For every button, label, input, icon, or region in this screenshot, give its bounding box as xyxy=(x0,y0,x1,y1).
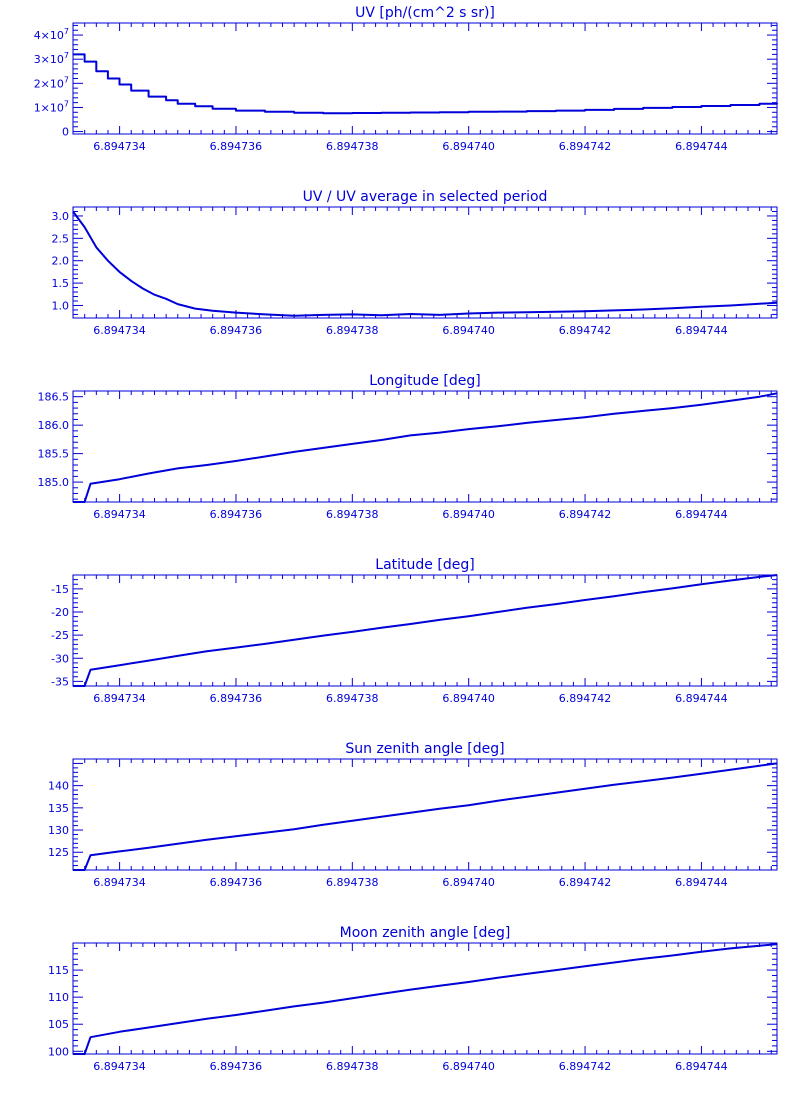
panel-title: Latitude [deg] xyxy=(375,557,474,573)
x-tick-label: 6.894738 xyxy=(326,692,379,705)
y-tick-label: 140 xyxy=(48,780,69,793)
y-tick-label: 3×107 xyxy=(34,51,69,66)
y-tick-label: -30 xyxy=(51,652,69,665)
plot-frame xyxy=(72,758,778,871)
plot-frame xyxy=(72,390,778,503)
x-tick-label: 6.894734 xyxy=(93,876,146,889)
panel-title: Sun zenith angle [deg] xyxy=(345,741,504,757)
series-line xyxy=(73,943,778,1055)
y-tick-label: 1.0 xyxy=(52,299,70,312)
y-tick-label: 100 xyxy=(48,1045,69,1058)
y-tick-label: 2.0 xyxy=(52,255,70,268)
y-tick-label: 4×107 xyxy=(34,27,69,42)
y-tick-label: -20 xyxy=(51,606,69,619)
y-tick-label: 185.5 xyxy=(38,448,70,461)
series-line xyxy=(73,392,778,503)
y-tick-label: 3.0 xyxy=(52,210,70,223)
x-tick-label: 6.894736 xyxy=(210,692,263,705)
y-tick-label: 1×107 xyxy=(34,99,69,114)
x-tick-label: 6.894736 xyxy=(210,508,263,521)
series-line xyxy=(73,762,778,871)
panel-4: Latitude [deg] 6.894734 6.894736 6.894738 6.… xyxy=(51,557,778,705)
x-tick-label: 6.894738 xyxy=(326,1060,379,1073)
x-tick-label: 6.894738 xyxy=(326,324,379,337)
x-tick-label: 6.894738 xyxy=(326,508,379,521)
panel-title: Moon zenith angle [deg] xyxy=(340,925,511,941)
x-tick-label: 6.894742 xyxy=(559,508,612,521)
x-tick-label: 6.894744 xyxy=(675,876,728,889)
x-tick-label: 6.894742 xyxy=(559,324,612,337)
x-tick-label: 6.894740 xyxy=(442,692,495,705)
panel-1: UV [ph/(cm^2 s sr)] 6.894734 6.894736 6.894… xyxy=(34,5,778,153)
panel-title: UV [ph/(cm^2 s sr)] xyxy=(355,5,495,21)
y-tick-label: -15 xyxy=(51,583,69,596)
y-tick-label: 1.5 xyxy=(52,277,70,290)
y-tick-label: 186.5 xyxy=(38,391,70,404)
y-tick-label: 0 xyxy=(62,126,69,139)
panel-6: Moon zenith angle [deg] 6.894734 6.894736 6… xyxy=(48,925,778,1073)
x-tick-label: 6.894738 xyxy=(326,140,379,153)
series-line xyxy=(73,574,778,687)
x-tick-label: 6.894744 xyxy=(675,508,728,521)
y-tick-label: 125 xyxy=(48,846,69,859)
y-tick-label: 105 xyxy=(48,1018,69,1031)
x-tick-label: 6.894734 xyxy=(93,324,146,337)
x-tick-label: 6.894740 xyxy=(442,140,495,153)
y-tick-label: 2×107 xyxy=(34,75,69,90)
y-tick-label: 115 xyxy=(48,964,69,977)
x-tick-label: 6.894736 xyxy=(210,876,263,889)
plot-frame xyxy=(72,206,778,319)
x-tick-label: 6.894736 xyxy=(210,1060,263,1073)
series-line xyxy=(72,210,778,317)
y-tick-label: -25 xyxy=(51,629,69,642)
panel-title: Longitude [deg] xyxy=(369,373,480,389)
plot-frame xyxy=(72,574,778,687)
y-tick-label: 2.5 xyxy=(52,232,70,245)
series-line xyxy=(73,53,778,115)
x-tick-label: 6.894738 xyxy=(326,876,379,889)
panel-5: Sun zenith angle [deg] 6.894734 6.894736 6.… xyxy=(48,741,778,889)
x-tick-label: 6.894742 xyxy=(559,692,612,705)
x-tick-label: 6.894744 xyxy=(675,324,728,337)
x-tick-label: 6.894744 xyxy=(675,692,728,705)
x-tick-label: 6.894734 xyxy=(93,508,146,521)
x-tick-label: 6.894742 xyxy=(559,1060,612,1073)
plot-frame xyxy=(72,22,778,135)
y-tick-label: 186.0 xyxy=(38,419,70,432)
x-tick-label: 6.894740 xyxy=(442,876,495,889)
x-tick-label: 6.894736 xyxy=(210,140,263,153)
panel-3: Longitude [deg] 6.894734 6.894736 6.894738 6… xyxy=(38,373,778,521)
y-tick-label: 110 xyxy=(48,991,69,1004)
y-tick-label: 185.0 xyxy=(38,476,70,489)
y-tick-label: 130 xyxy=(48,824,69,837)
x-tick-label: 6.894740 xyxy=(442,508,495,521)
y-tick-label: 135 xyxy=(48,802,69,815)
x-tick-label: 6.894744 xyxy=(675,140,728,153)
y-tick-label: -35 xyxy=(51,675,69,688)
x-tick-label: 6.894742 xyxy=(559,876,612,889)
x-tick-label: 6.894740 xyxy=(442,324,495,337)
x-tick-label: 6.894734 xyxy=(93,140,146,153)
x-tick-label: 6.894736 xyxy=(210,324,263,337)
x-tick-label: 6.894744 xyxy=(675,1060,728,1073)
panel-title: UV / UV average in selected period xyxy=(303,189,548,205)
panel-2: UV / UV average in selected period 6.8947… xyxy=(52,189,778,337)
x-tick-label: 6.894734 xyxy=(93,1060,146,1073)
x-tick-label: 6.894740 xyxy=(442,1060,495,1073)
x-tick-label: 6.894742 xyxy=(559,140,612,153)
plot-frame xyxy=(72,942,778,1055)
x-tick-label: 6.894734 xyxy=(93,692,146,705)
